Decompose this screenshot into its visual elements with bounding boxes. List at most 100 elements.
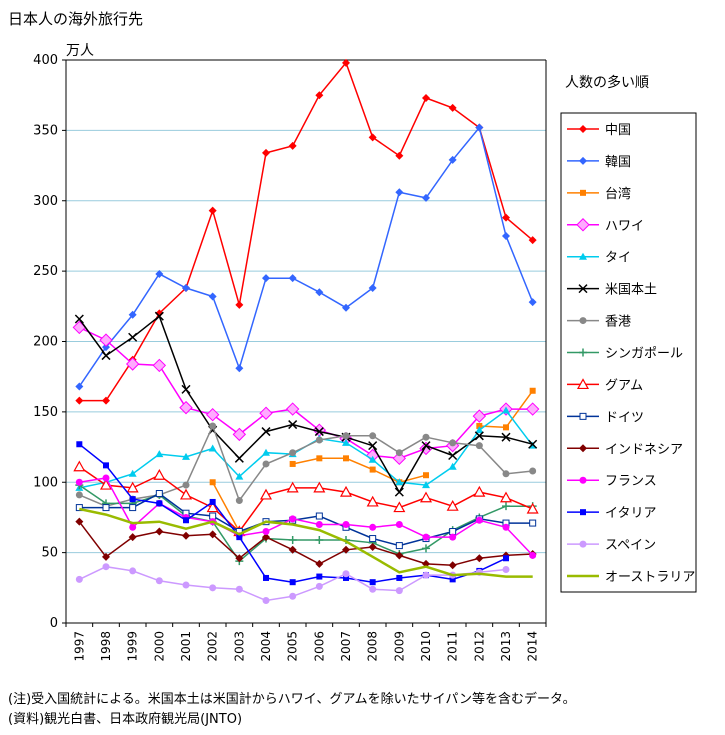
line-chart: 0 50 100 150 200 250 300 350 400 1997 1998 1999 2000… [33,53,697,662]
data-point-5-12 [394,487,404,497]
data-point-10-2 [128,533,137,542]
data-point-5-14 [448,450,458,461]
data-point-10-14 [448,561,457,570]
y-tick-label: 300 [33,194,58,209]
data-point-6-0 [75,491,83,499]
data-point-13-6 [235,585,243,593]
x-tick-label: 2010 [419,631,433,662]
x-tick-label: 2000 [152,631,166,662]
data-point-9-1 [102,504,110,512]
data-point-11-17 [529,551,537,559]
data-point-13-13 [422,571,430,579]
y-tick-label: 200 [33,335,58,350]
data-point-4-14 [448,462,457,470]
data-point-9-3 [155,490,163,498]
data-point-4-13 [422,481,430,489]
data-point-9-9 [315,512,323,520]
data-point-0-8 [288,141,297,150]
data-point-6-11 [369,432,377,440]
legend-label-6: 香港 [605,315,631,330]
data-point-6-5 [209,422,217,430]
data-point-12-5 [209,498,216,505]
footnote-note: (注)受入国統計による。米国本土は米国計からハワイ、グアムを除いたサイパン等を含… [8,692,576,707]
data-point-6-6 [235,497,243,505]
data-point-6-15 [475,442,483,450]
y-tick-label: 350 [33,123,58,138]
data-point-5-16 [501,432,511,442]
data-point-3-3 [152,358,167,373]
series-line-5 [78,314,533,494]
data-point-9-0 [75,504,83,512]
data-point-8-3 [153,468,166,480]
series-line-0 [79,61,534,402]
data-point-13-5 [209,584,217,592]
data-point-9-17 [529,519,537,527]
y-tick-label: 0 [50,616,58,631]
data-point-4-6 [235,472,244,480]
data-point-1-5 [208,292,217,301]
series-line-11 [79,477,534,556]
legend-label-4: タイ [605,251,631,266]
x-tick-label: 2006 [312,631,326,662]
data-point-1-1 [102,343,110,352]
data-point-2-11 [369,466,376,473]
legend-marker-7 [579,348,587,357]
data-point-5-0 [74,314,84,324]
data-point-4-5 [208,444,217,452]
data-point-1-14 [448,155,457,164]
data-point-5-2 [128,332,138,342]
data-point-12-7 [263,574,269,581]
y-tick-label: 250 [33,264,58,279]
data-point-6-12 [395,449,403,457]
legend-label-11: フランス [605,474,657,489]
data-point-7-16 [502,502,510,511]
x-tick-label: 2005 [286,631,300,662]
footnotes: (注)受入国統計による。米国本土は米国計からハワイ、グアムを除いたサイパン等を含… [8,690,576,730]
data-point-5-15 [474,431,484,441]
data-point-1-17 [528,298,537,307]
x-tick-label: 2009 [392,631,406,662]
data-point-11-1 [102,474,110,482]
series-line-4 [79,409,534,489]
x-tick-label: 2002 [206,631,220,662]
data-point-3-15 [472,409,487,423]
data-point-11-11 [369,523,377,531]
data-point-2-13 [423,472,429,479]
data-point-5-8 [288,420,298,430]
legend-marker-5 [578,284,588,294]
data-point-3-4 [179,400,193,415]
data-point-9-5 [209,512,217,520]
x-tick-label: 1997 [72,631,86,662]
x-tick-label: 1999 [126,631,140,662]
legend-marker-0 [579,124,587,133]
series-line-9 [79,492,533,547]
x-tick-label: 2014 [526,631,540,662]
legend-label-3: ハワイ [605,219,644,234]
data-point-12-12 [396,574,403,581]
data-point-12-0 [76,441,83,448]
data-point-12-9 [316,573,323,580]
y-tick-label: 400 [33,53,58,68]
data-point-10-12 [395,551,404,560]
data-point-3-17 [525,402,540,416]
data-point-6-10 [342,432,350,440]
x-tick-label: 2003 [232,631,246,662]
data-point-6-17 [529,467,537,475]
data-point-13-4 [182,581,190,589]
data-point-11-10 [342,520,350,528]
data-point-0-3 [155,309,164,318]
data-point-13-9 [315,582,323,590]
legend-marker-11 [579,476,587,484]
y-tick-label: 50 [41,546,58,561]
data-point-4-16 [502,406,510,414]
data-point-12-3 [156,500,163,507]
data-point-13-7 [262,596,270,604]
data-point-8-4 [179,488,193,500]
data-point-8-1 [99,478,113,490]
data-point-11-7 [262,528,270,536]
data-point-10-1 [102,552,110,561]
legend-marker-1 [579,156,587,165]
data-point-12-2 [129,496,136,503]
legend-title: 人数の多い順 [565,75,649,91]
data-point-11-13 [422,533,430,541]
